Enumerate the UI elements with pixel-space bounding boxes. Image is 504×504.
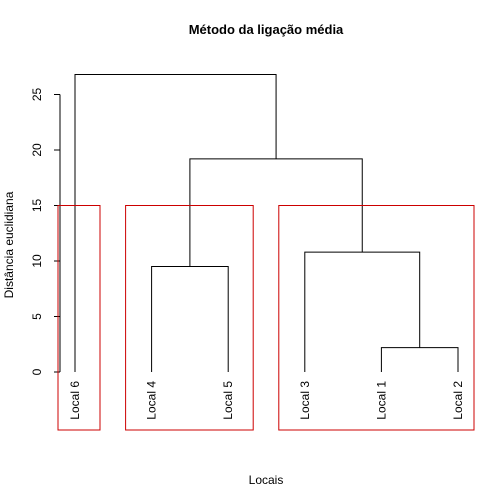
leaf-labels: Local 6 Local 4 Local 5 Local 3 Local 1 Local… [68,381,465,420]
dendrogram-link [380,347,459,372]
dendrogram-link [74,74,277,372]
y-tick-label: 10 [30,254,44,268]
leaf-label: Local 2 [451,381,465,420]
dendrogram-tree [74,74,459,372]
y-tick-label: 15 [30,199,44,213]
chart-title: Método da ligação média [189,22,344,37]
dendrogram-link [151,266,229,372]
y-tick-label: 20 [30,143,44,157]
leaf-label: Local 3 [298,381,312,420]
x-axis-label: Locais [249,473,284,487]
y-axis: 0 5 10 15 20 25 [30,88,61,375]
leaf-label: Local 4 [145,381,159,420]
leaf-label: Local 1 [374,381,388,420]
leaf-label: Local 6 [68,381,82,420]
dendrogram-link [304,251,421,372]
cluster-boxes [57,205,475,431]
dendrogram-link [189,158,363,267]
y-tick-label: 0 [30,368,44,375]
y-tick-label: 25 [30,88,44,102]
leaf-label: Local 5 [221,381,235,420]
cluster-box [278,205,475,431]
cluster-box [125,205,254,431]
cluster-box [57,205,101,431]
y-axis-label: Distância euclidiana [2,191,16,298]
y-tick-label: 5 [30,313,44,320]
